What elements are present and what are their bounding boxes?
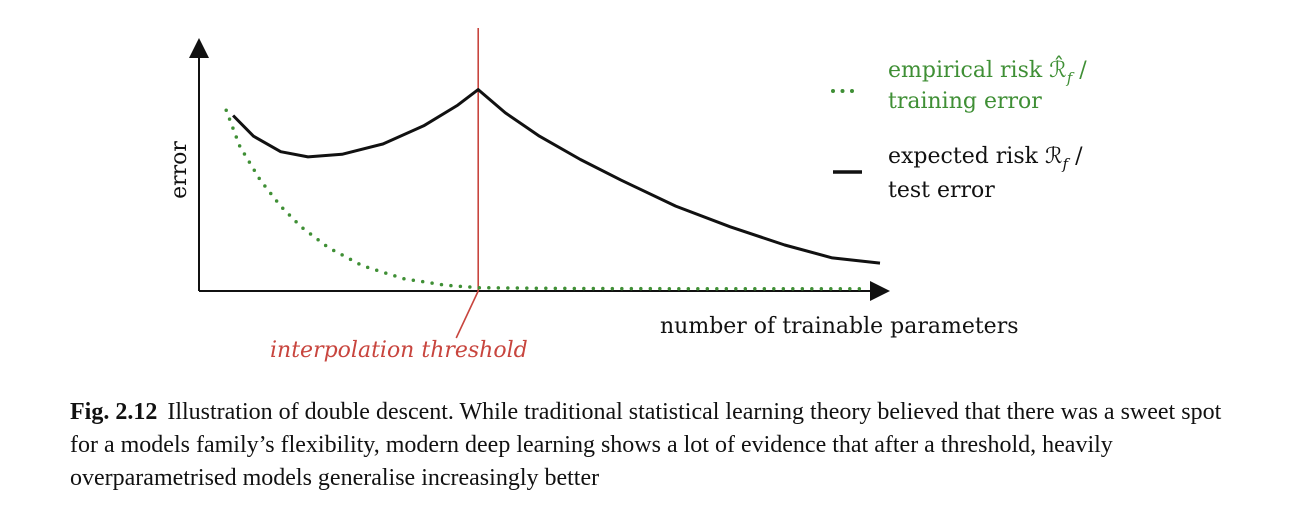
test-error-curve xyxy=(232,88,881,265)
caption-text: Illustration of double descent. While tr… xyxy=(70,399,1222,491)
y-axis-label: error xyxy=(167,141,192,199)
figure-label: Fig. 2.12 xyxy=(70,399,158,425)
training-error-curve xyxy=(224,108,869,291)
interpolation-threshold-leader xyxy=(455,290,479,339)
legend-training-line1: empirical risk ℛ̂f / xyxy=(888,55,1087,87)
interpolation-threshold-label: interpolation threshold xyxy=(270,338,528,363)
figure-caption: Fig. 2.12 Illustration of double descent.… xyxy=(70,396,1250,495)
legend-training-line2: training error xyxy=(888,89,1042,114)
x-axis-label: number of trainable parameters xyxy=(660,314,1019,339)
legend-test-line2: test error xyxy=(888,178,995,203)
legend-test-line1: expected risk ℛf / xyxy=(888,144,1083,173)
legend: empirical risk ℛ̂f / training error expe… xyxy=(831,55,1087,203)
